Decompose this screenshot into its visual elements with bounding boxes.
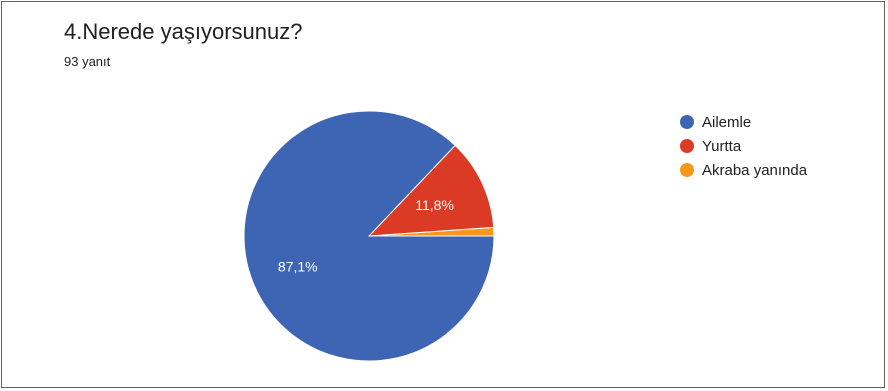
legend-swatch [680,139,694,153]
data-label: 11,8% [415,197,454,213]
data-label: 87,1% [278,259,318,275]
pie-slice-yurtta[interactable] [367,144,495,237]
legend-swatch [680,163,694,177]
response-count: 93 yanıt [64,54,111,69]
legend-item-ailemle[interactable]: Ailemle [680,110,807,134]
legend-item-akraba-yaninda[interactable]: Akraba yanında [680,158,807,182]
legend-label: Ailemle [702,113,752,131]
pie-slice-ailemle[interactable] [243,110,495,362]
legend-label: Akraba yanında [702,161,808,179]
legend-swatch [680,115,694,129]
question-title: 4.Nerede yaşıyorsunuz? [64,19,303,44]
legend: Ailemle Yurtta Akraba yanında [680,110,807,182]
legend-item-yurtta[interactable]: Yurtta [680,134,807,158]
legend-label: Yurtta [702,137,742,155]
